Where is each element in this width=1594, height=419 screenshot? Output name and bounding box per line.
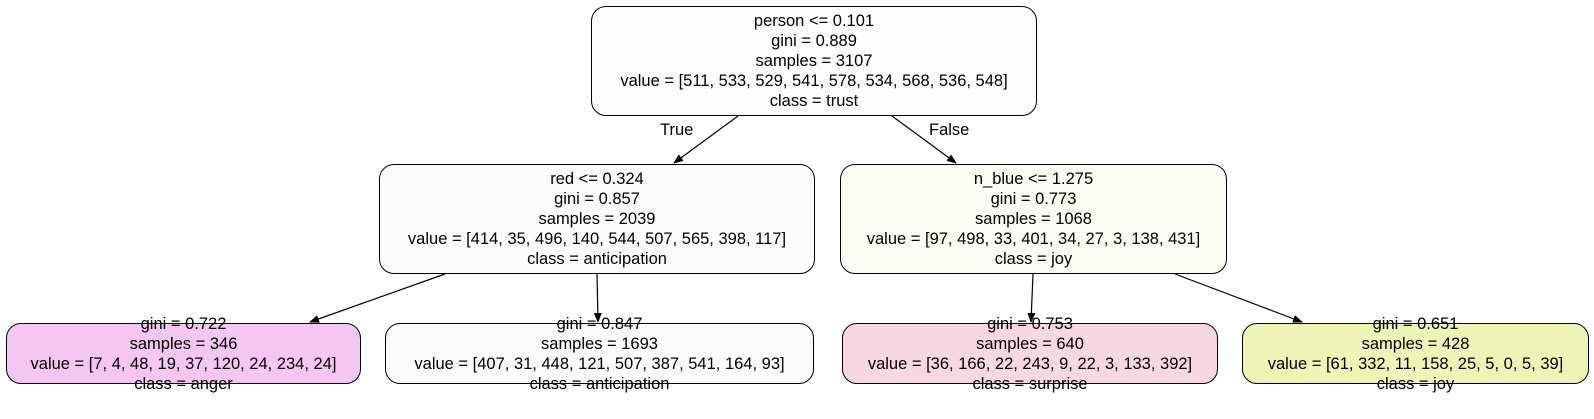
node-samples: samples = 3107 [755, 52, 873, 70]
node-gini: gini = 0.857 [554, 190, 640, 208]
node-samples: samples = 1693 [541, 334, 658, 353]
anticipation-leaf-node: gini = 0.847 samples = 1693 value = [407… [385, 315, 814, 393]
node-value: value = [36, 166, 22, 243, 9, 22, 3, 133… [867, 354, 1193, 373]
node-class: class = anticipation [529, 374, 670, 393]
edge-label-true: True [660, 121, 694, 139]
node-gini: gini = 0.847 [556, 314, 643, 333]
red-split-node: red <= 0.324 gini = 0.857 samples = 2039… [379, 164, 815, 274]
node-class: class = anticipation [527, 250, 667, 268]
node-value: value = [511, 533, 529, 541, 578, 534, 5… [620, 72, 1008, 90]
node-samples: samples = 2039 [538, 210, 656, 228]
surprise-leaf-node: gini = 0.753 samples = 640 value = [36, … [842, 315, 1218, 393]
node-split-rule: person <= 0.101 [753, 12, 875, 30]
node-split-rule: red <= 0.324 [550, 170, 644, 188]
root-node: person <= 0.101 gini = 0.889 samples = 3… [591, 6, 1037, 116]
edge-n-blue-to-joy-leaf [1174, 273, 1303, 323]
node-class: class = joy [1376, 374, 1455, 393]
node-samples: samples = 1068 [975, 210, 1092, 228]
node-value: value = [97, 498, 33, 401, 34, 27, 3, 13… [866, 230, 1201, 248]
node-samples: samples = 346 [129, 334, 238, 353]
node-value: value = [61, 332, 11, 158, 25, 5, 0, 5, … [1267, 354, 1564, 373]
node-class: class = trust [769, 92, 859, 110]
node-class: class = surprise [972, 374, 1088, 393]
anger-leaf-node: gini = 0.722 samples = 346 value = [7, 4… [6, 315, 361, 393]
node-samples: samples = 640 [976, 334, 1084, 353]
node-class: class = joy [994, 250, 1073, 268]
node-split-rule: n_blue <= 1.275 [973, 170, 1094, 188]
edge-label-false: False [929, 121, 970, 139]
node-class: class = anger [134, 374, 233, 393]
node-samples: samples = 428 [1361, 334, 1470, 353]
node-gini: gini = 0.722 [140, 314, 227, 333]
node-gini: gini = 0.773 [990, 190, 1077, 208]
node-value: value = [407, 31, 448, 121, 507, 387, 54… [414, 354, 785, 373]
n-blue-split-node: n_blue <= 1.275 gini = 0.773 samples = 1… [840, 164, 1227, 274]
edge-red-to-anger-leaf [309, 273, 446, 323]
node-gini: gini = 0.651 [1372, 314, 1459, 333]
node-gini: gini = 0.889 [771, 32, 857, 50]
joy-leaf-node: gini = 0.651 samples = 428 value = [61, … [1242, 315, 1589, 393]
node-gini: gini = 0.753 [987, 314, 1073, 333]
node-value: value = [7, 4, 48, 19, 37, 120, 24, 234,… [30, 354, 337, 373]
node-value: value = [414, 35, 496, 140, 544, 507, 56… [407, 230, 787, 248]
